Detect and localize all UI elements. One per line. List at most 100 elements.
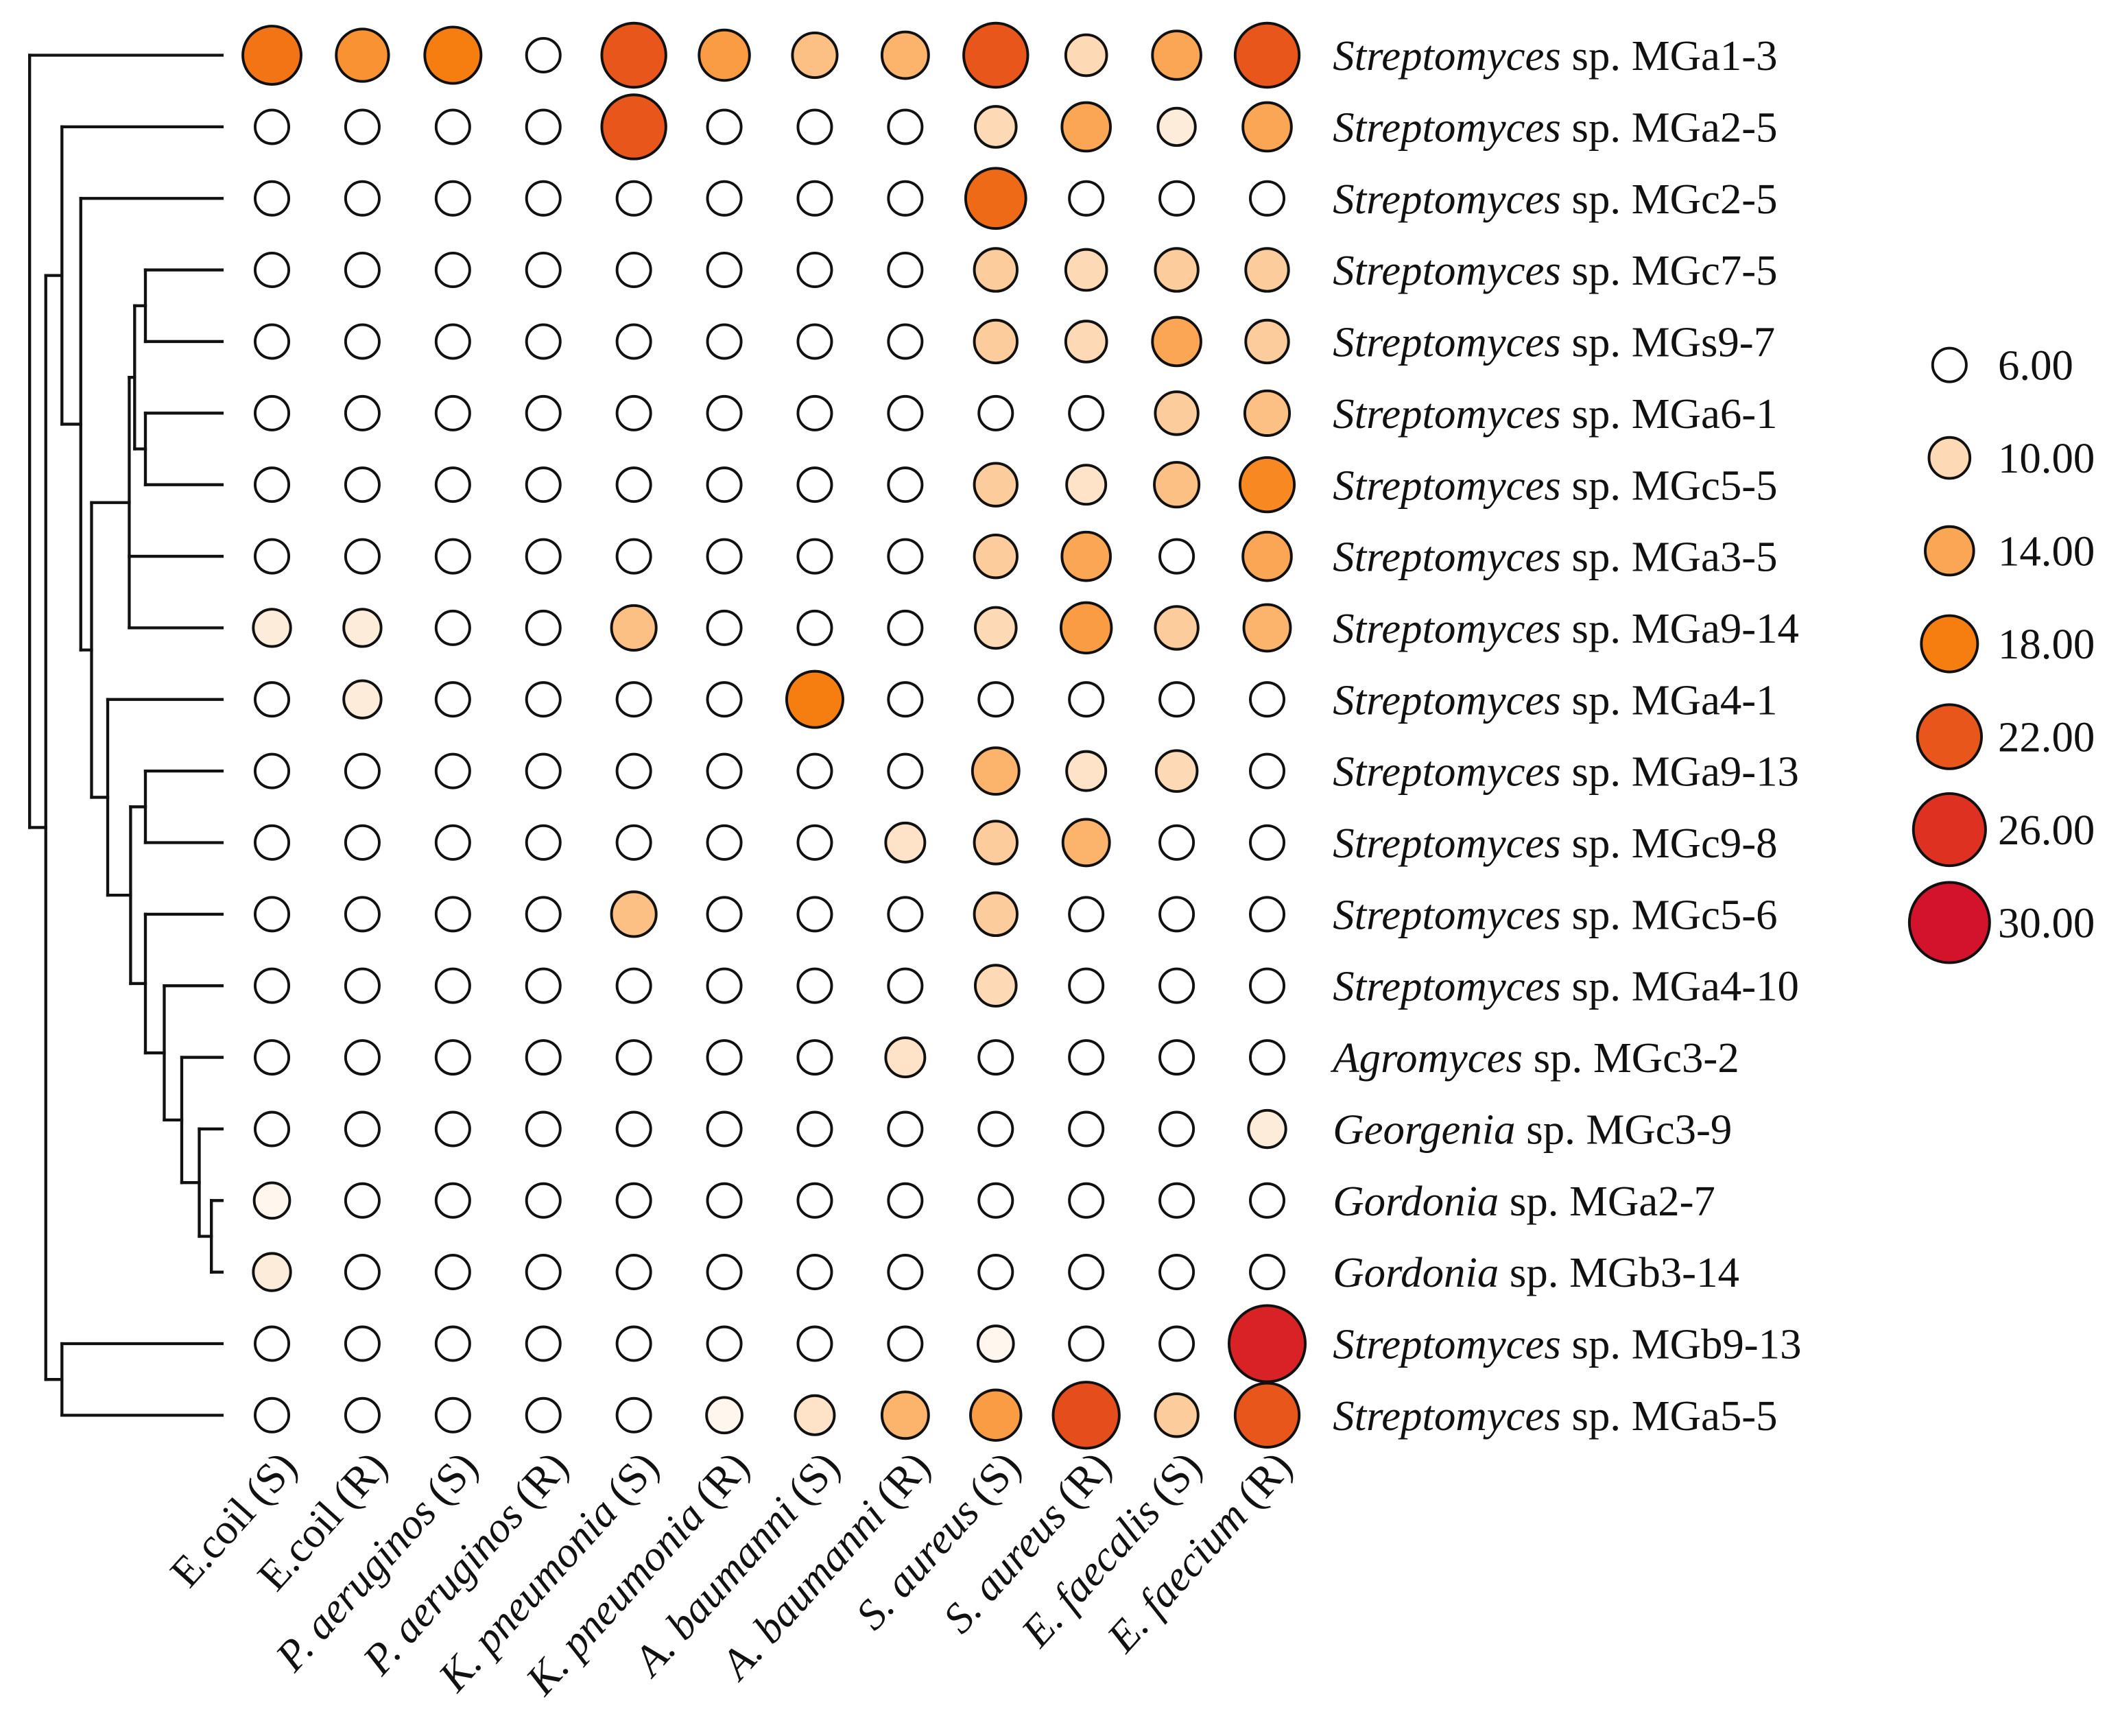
bubble xyxy=(884,821,927,864)
row-label-strain: sp. MGb3-14 xyxy=(1510,1248,1739,1296)
bubble xyxy=(434,1182,471,1219)
bubble xyxy=(344,896,381,933)
row-label: Streptomyces sp. MGb9-13 xyxy=(1333,1320,1801,1368)
bubble xyxy=(977,681,1014,718)
bubble xyxy=(1154,247,1200,293)
legend-bubble xyxy=(1920,614,1979,674)
row-label-strain: sp. MGc2-5 xyxy=(1572,175,1778,223)
bubble xyxy=(434,108,471,145)
bubble xyxy=(434,180,471,217)
bubble xyxy=(252,1181,291,1220)
bubble xyxy=(706,609,743,646)
bubble xyxy=(706,752,743,789)
bubble xyxy=(887,967,924,1004)
row-label-genus: Streptomyces xyxy=(1333,104,1561,152)
bubble xyxy=(615,967,652,1004)
bubble xyxy=(1158,1182,1195,1219)
row-label: Streptomyces sp. MGc2-5 xyxy=(1333,175,1777,223)
bubble xyxy=(887,1254,924,1291)
bubble xyxy=(1068,1254,1105,1291)
bubble xyxy=(977,394,1014,431)
row-label-genus: Streptomyces xyxy=(1333,890,1561,938)
bubble xyxy=(796,108,833,145)
bubble xyxy=(973,891,1019,938)
bubble xyxy=(1068,967,1105,1004)
bubble xyxy=(887,1182,924,1219)
bubble xyxy=(796,538,833,575)
bubble xyxy=(434,251,471,289)
bubble-grid xyxy=(241,21,1307,1450)
bubble xyxy=(1158,1039,1195,1076)
bubble xyxy=(615,1325,652,1362)
bubble xyxy=(344,108,381,145)
row-label-strain: sp. MGa6-1 xyxy=(1572,390,1778,438)
row-label-strain: sp. MGa1-3 xyxy=(1572,32,1778,80)
column-label-suffix: (S) xyxy=(778,1442,848,1514)
bubble xyxy=(973,318,1019,365)
bubble xyxy=(1158,1110,1195,1148)
bubble xyxy=(600,93,667,160)
legend-label: 18.00 xyxy=(1998,620,2095,668)
legend-bubble xyxy=(1907,881,1991,964)
bubble xyxy=(254,466,291,503)
bubble xyxy=(525,1325,562,1362)
bubble xyxy=(796,1325,833,1362)
bubble xyxy=(706,1182,743,1219)
bubble xyxy=(1064,33,1108,78)
bubble xyxy=(1249,824,1286,861)
bubble xyxy=(887,394,924,431)
legend: 6.00 10.00 14.00 18.00 22.00 26.00 30.00 xyxy=(1907,342,2095,964)
bubble xyxy=(971,746,1021,796)
bubble xyxy=(973,606,1018,650)
bubble xyxy=(1158,538,1195,575)
bubble xyxy=(973,820,1019,866)
row-label-genus: Streptomyces xyxy=(1333,318,1561,366)
column-label-organism: E.coil xyxy=(160,1488,264,1596)
column-label-suffix: (S) xyxy=(959,1442,1029,1514)
bubble xyxy=(706,1254,743,1291)
bubble xyxy=(1249,1254,1286,1291)
row-label-genus: Streptomyces xyxy=(1333,390,1561,438)
row-label-strain: sp. MGa9-14 xyxy=(1572,604,1799,652)
bubble xyxy=(698,28,751,82)
bubble xyxy=(610,604,658,652)
row-label: Streptomyces sp. MGa4-10 xyxy=(1333,962,1799,1010)
legend-label: 22.00 xyxy=(1998,713,2095,761)
bubble xyxy=(1249,180,1286,217)
bubble xyxy=(1068,681,1105,718)
row-label-genus: Streptomyces xyxy=(1333,533,1561,581)
bubble xyxy=(615,824,652,861)
bubble xyxy=(887,251,924,289)
legend-bubble xyxy=(1924,525,1975,577)
bubble xyxy=(887,466,924,503)
bubble xyxy=(254,1039,291,1076)
bubble xyxy=(1068,896,1105,933)
bubble xyxy=(525,896,562,933)
bubble xyxy=(1064,248,1108,292)
bubble xyxy=(796,896,833,933)
bubble xyxy=(1249,896,1286,933)
bubble xyxy=(706,824,743,861)
bubble xyxy=(706,251,743,289)
bubble xyxy=(705,1396,743,1435)
bubble xyxy=(434,681,471,718)
bubble xyxy=(423,25,483,85)
bubble xyxy=(254,967,291,1004)
bubble xyxy=(252,608,292,648)
bubble xyxy=(525,466,562,503)
bubble xyxy=(615,1254,652,1291)
bubble xyxy=(525,1110,562,1148)
bubble xyxy=(1154,1392,1200,1438)
bubble xyxy=(434,752,471,789)
row-label: Streptomyces sp. MGa9-13 xyxy=(1333,748,1799,796)
legend-bubble xyxy=(1916,703,1984,770)
bubble xyxy=(344,1325,381,1362)
bubble xyxy=(434,1039,471,1076)
bubble xyxy=(615,466,652,503)
row-label-genus: Streptomyces xyxy=(1333,819,1561,867)
bubble xyxy=(615,752,652,789)
row-label-strain: sp. MGc7-5 xyxy=(1572,246,1778,294)
bubble xyxy=(1233,1381,1301,1449)
column-label-suffix: (R) xyxy=(685,1442,759,1517)
bubble xyxy=(434,824,471,861)
